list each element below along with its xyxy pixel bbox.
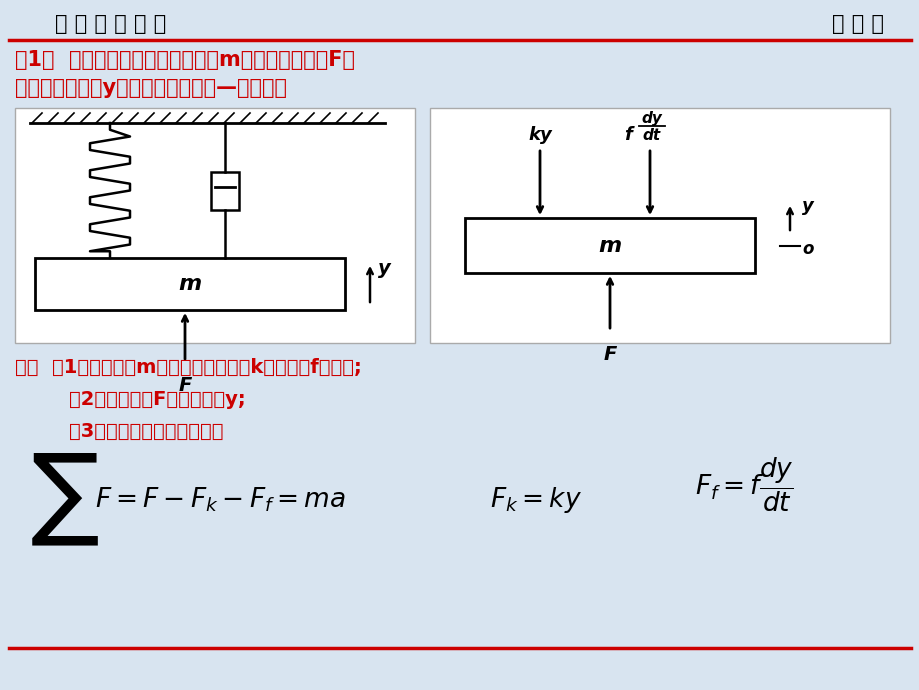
Bar — [464, 218, 754, 273]
Text: dt: dt — [642, 128, 661, 143]
Text: F: F — [603, 345, 616, 364]
Text: 解：  （1）分析物体m的受力情况，假设k为常数、f为常数;: 解： （1）分析物体m的受力情况，假设k为常数、f为常数; — [15, 358, 361, 377]
Text: $F_k=ky$: $F_k=ky$ — [490, 485, 582, 515]
Text: dy: dy — [641, 111, 662, 126]
Text: 自 动 控 制 理 论: 自 动 控 制 理 论 — [55, 14, 166, 34]
Text: $\sum$: $\sum$ — [30, 452, 98, 548]
Bar — [15, 108, 414, 343]
Text: f: f — [623, 126, 631, 144]
Text: （2）输入量为F，输出量为y;: （2）输入量为F，输出量为y; — [15, 390, 245, 409]
Bar — [429, 108, 889, 343]
Bar — [210, 172, 239, 210]
Text: ky: ky — [528, 126, 551, 144]
Text: 例1、  弹簧阻尼系统，图中质量为m的物体受到外力F的: 例1、 弹簧阻尼系统，图中质量为m的物体受到外力F的 — [15, 50, 355, 70]
Text: $F_f=f\dfrac{dy}{dt}$: $F_f=f\dfrac{dy}{dt}$ — [694, 456, 793, 514]
Text: m: m — [597, 235, 621, 255]
Bar — [35, 258, 345, 310]
Text: y: y — [801, 197, 813, 215]
Text: y: y — [378, 259, 391, 277]
Text: o: o — [801, 239, 812, 257]
Text: m: m — [178, 274, 201, 294]
Text: 第 二 章: 第 二 章 — [831, 14, 883, 34]
Text: （3）根据牛顿定律列写方程: （3）根据牛顿定律列写方程 — [15, 422, 223, 441]
Text: F: F — [178, 376, 191, 395]
Text: 作用，产生位移y，求该系统的输入—输出描述: 作用，产生位移y，求该系统的输入—输出描述 — [15, 78, 287, 98]
Text: $F=F-F_k-F_f=ma$: $F=F-F_k-F_f=ma$ — [95, 486, 346, 514]
